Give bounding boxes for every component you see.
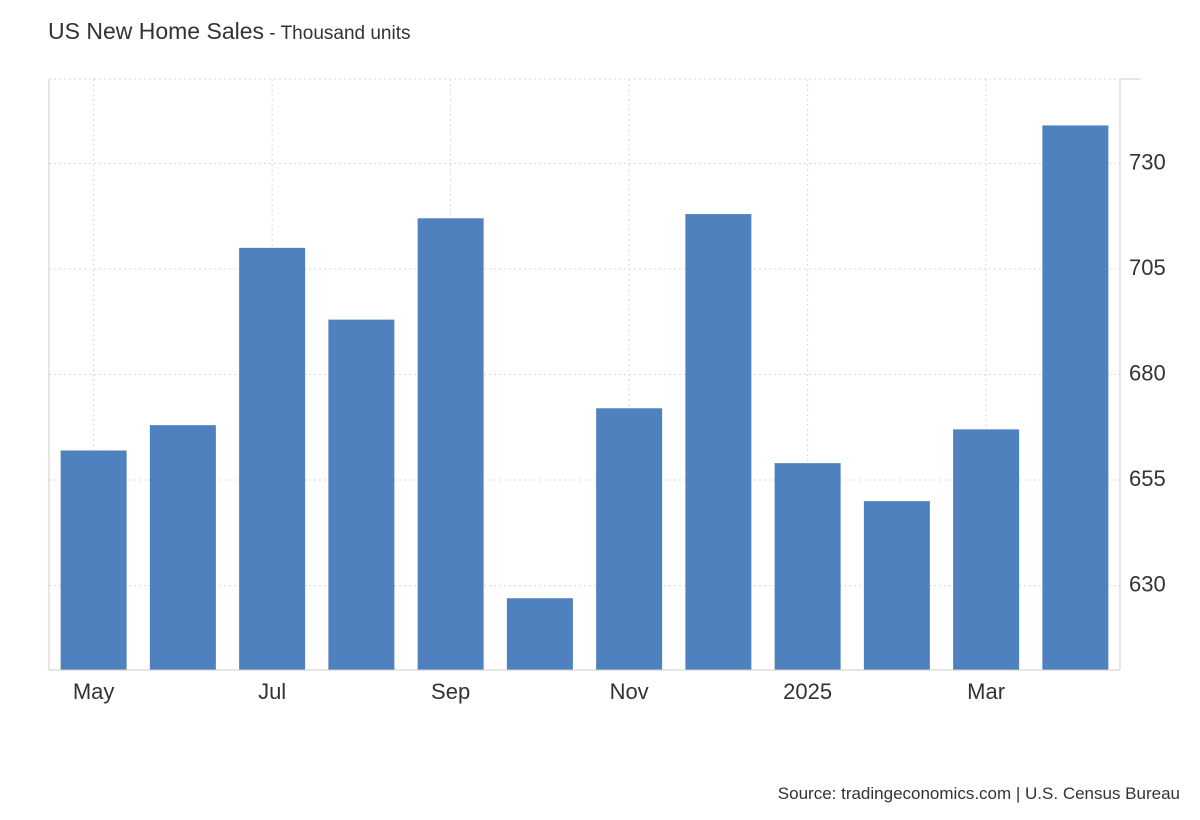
x-tick-label: May	[73, 679, 115, 704]
bar-2025	[774, 463, 841, 670]
bar-jun	[149, 425, 216, 670]
x-tick-label: Sep	[431, 679, 470, 704]
x-tick-label: Jul	[258, 679, 286, 704]
bar-nov	[596, 408, 663, 670]
source-note: Source: tradingeconomics.com | U.S. Cens…	[777, 784, 1180, 803]
bar-feb	[863, 501, 930, 670]
y-tick-label: 705	[1129, 255, 1166, 280]
x-tick-label: Mar	[967, 679, 1005, 704]
axes	[48, 78, 1140, 671]
tick-labels: 630 655 680 705 730 May Jul Sep Nov 2025 Mar	[73, 149, 1166, 704]
chart-subtitle: Thousand units	[280, 23, 411, 44]
bar-apr	[1042, 125, 1109, 670]
x-tick-label: Nov	[610, 679, 649, 704]
bar-mar	[953, 429, 1020, 670]
bars	[60, 125, 1109, 671]
chart-title: US New Home Sales	[48, 18, 265, 44]
y-tick-label: 655	[1129, 466, 1166, 491]
bar-oct	[506, 598, 573, 670]
y-tick-label: 680	[1129, 361, 1166, 386]
bar-may	[60, 450, 127, 670]
y-tick-label: 730	[1129, 149, 1166, 174]
bar-aug	[328, 319, 395, 670]
title-separator: -	[264, 23, 281, 44]
bar-sep	[417, 218, 484, 671]
chart-title-block: US New Home Sales - Thousand units	[48, 18, 411, 45]
y-tick-label: 630	[1129, 572, 1166, 597]
bar-jul	[239, 247, 306, 670]
x-tick-label: 2025	[783, 679, 832, 704]
bar-dec	[685, 214, 752, 671]
